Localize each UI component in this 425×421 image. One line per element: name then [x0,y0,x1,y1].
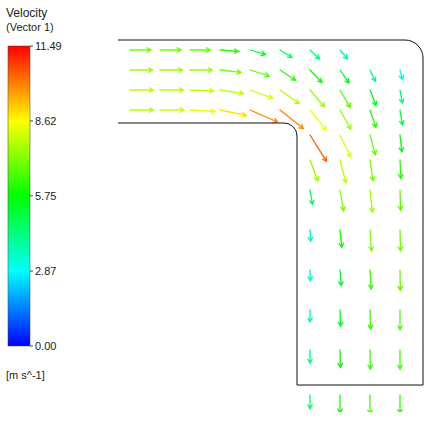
velocity-vector [190,68,212,72]
velocity-vector [399,70,403,80]
velocity-vector [338,350,342,367]
velocity-vector [398,310,402,330]
velocity-vector [220,70,241,74]
colorbar-tick [30,195,33,196]
velocity-vector [220,110,246,117]
velocity-vector [370,160,375,181]
velocity-vector [339,270,343,286]
velocity-vector [308,395,312,409]
velocity-vector [370,90,377,106]
velocity-vector [340,135,351,157]
velocity-vector [130,88,153,92]
velocity-vector [340,90,350,107]
velocity-vector [250,110,278,122]
colorbar-tick-label: 11.49 [35,40,62,52]
velocity-vector [370,135,377,155]
velocity-vector [310,70,322,83]
velocity-vector [399,135,403,152]
velocity-vector [340,50,348,59]
velocity-vector [220,90,243,95]
velocity-vector [308,350,312,363]
velocity-vector [310,110,326,130]
velocity-vector [369,230,373,251]
velocity-vector [310,160,319,181]
velocity-vector [130,108,153,112]
velocity-vector [308,230,312,241]
velocity-vector [220,49,239,53]
velocity-vector [338,395,342,412]
colorbar-tick-label: 0.00 [35,340,56,352]
velocity-vector [160,48,181,52]
velocity-vector [250,70,269,77]
velocity-vector [370,110,377,127]
title: Velocity [6,6,47,20]
colorbar-tick-label: 5.75 [35,190,56,202]
velocity-vector [190,109,215,113]
velocity-vector [398,230,402,251]
velocity-vector [310,90,324,107]
velocity-vector [250,50,266,56]
colorbar-label: [m s^-1] [6,369,45,381]
velocity-vector [400,90,404,103]
velocity-vector [190,48,210,52]
vectors [130,48,404,412]
colorbar-tick-label: 8.62 [35,115,56,127]
velocity-vector [160,68,183,72]
velocity-vector [398,395,402,412]
velocity-vector [190,89,214,93]
velocity-vector [160,108,184,112]
velocity-vector [398,350,402,369]
colorbar-tick [30,120,33,121]
velocity-vector [280,90,299,104]
velocity-vector [370,190,374,212]
velocity-vector [398,190,402,210]
velocity-vector [310,190,314,204]
colorbar-tick-label: 2.87 [35,265,56,277]
colorbar-tick [30,346,33,347]
velocity-vector [340,190,345,211]
velocity-vector [308,270,312,281]
velocity-vector [280,70,296,80]
velocity-vector [340,70,349,83]
velocity-vector [130,68,153,72]
velocity-vector [370,70,376,81]
velocity-vector [339,230,343,247]
velocity-vector [310,50,320,59]
velocity-vector [130,48,151,52]
velocity-vector [400,110,404,125]
velocity-vector [280,50,292,58]
velocity-vector [368,350,372,369]
velocity-vector [338,310,342,326]
velocity-vector [160,88,183,92]
subtitle: (Vector 1) [6,21,54,33]
velocity-vector [368,310,372,329]
elbow-walls [118,40,423,385]
figure: Velocity(Vector 1) 0.00 2.87 5.75 8.62 11.49 [… [0,0,425,421]
colorbar [8,46,30,346]
velocity-vector [310,135,327,161]
velocity-vector [399,160,403,179]
velocity-vector [340,110,351,129]
velocity-vector [250,90,273,99]
velocity-vector [308,310,312,322]
colorbar-tick [30,46,33,47]
velocity-vector [368,395,372,412]
colorbar-tick [30,271,33,272]
velocity-vector [340,160,347,183]
velocity-vector [398,270,402,290]
velocity-vector [369,270,373,289]
